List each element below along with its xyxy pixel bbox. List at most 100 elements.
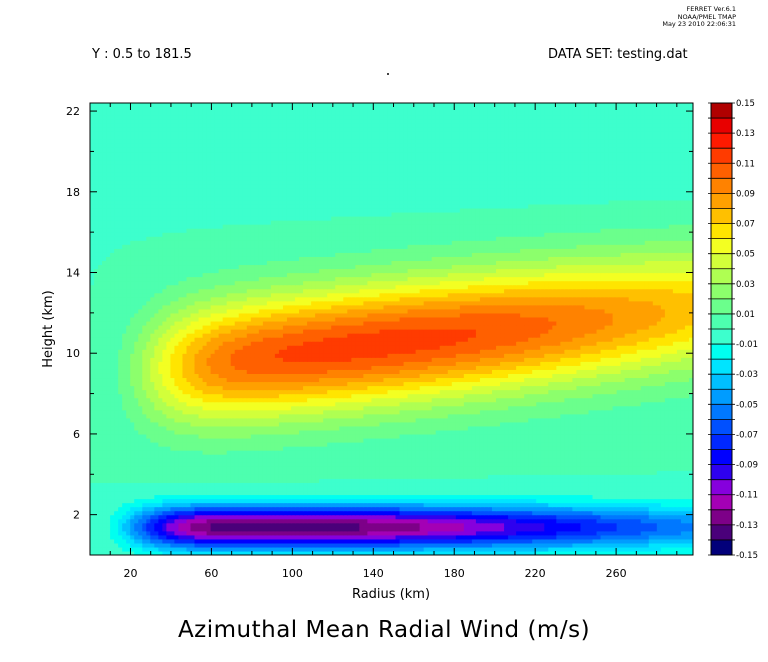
contour-cell [596, 466, 602, 471]
contour-cell [222, 417, 228, 423]
contour-cell [620, 437, 626, 443]
contour-cell [238, 486, 244, 492]
contour-cell [576, 490, 582, 496]
contour-cell [604, 450, 610, 455]
contour-cell [142, 486, 147, 492]
contour-cell [246, 542, 252, 548]
contour-cell [126, 454, 131, 459]
contour-cell [266, 506, 272, 512]
contour-cell [90, 550, 95, 555]
contour-cell [600, 490, 606, 496]
contour-cell [262, 506, 268, 512]
contour-cell [524, 526, 529, 532]
contour-cell [636, 510, 642, 516]
contour-cell [327, 530, 332, 536]
contour-cell [528, 506, 533, 512]
contour-cell [210, 417, 216, 423]
contour-cell [644, 425, 650, 431]
contour-cell [126, 458, 131, 463]
contour-cell [198, 482, 204, 487]
contour-cell [138, 446, 143, 451]
contour-cell [150, 514, 155, 520]
contour-cell [684, 462, 690, 467]
contour-cell [254, 446, 260, 451]
contour-cell [596, 442, 602, 447]
contour-cell [632, 506, 638, 512]
contour-cell [459, 454, 465, 459]
contour-cell [339, 538, 344, 544]
contour-cell [616, 542, 622, 548]
contour-cell [142, 498, 147, 504]
contour-cell [343, 478, 348, 483]
contour-cell [266, 442, 272, 447]
contour-cell [524, 534, 529, 540]
contour-cell [620, 542, 626, 548]
contour-cell [548, 546, 553, 552]
contour-cell [359, 546, 364, 552]
contour-cell [443, 421, 449, 427]
contour-cell [335, 502, 340, 508]
contour-cell [102, 446, 107, 451]
contour-cell [295, 433, 300, 439]
contour-cell [258, 466, 264, 471]
contour-cell [391, 526, 397, 532]
contour-cell [162, 446, 167, 451]
contour-cell [644, 530, 650, 536]
contour-cell [419, 486, 425, 492]
contour-cell [632, 429, 638, 435]
contour-cell [612, 433, 618, 439]
contour-cell [323, 486, 328, 492]
contour-cell [608, 538, 614, 544]
contour-cell [455, 526, 461, 532]
contour-cell [415, 478, 421, 483]
contour-cell [130, 486, 135, 492]
contour-cell [455, 470, 461, 475]
contour-cell [359, 433, 364, 439]
contour-cell [411, 518, 417, 524]
contour-cell [688, 429, 693, 435]
contour-cell [142, 518, 147, 524]
contour-cell [596, 490, 602, 496]
contour-cell [407, 526, 413, 532]
contour-cell [214, 417, 220, 423]
contour-cell [363, 458, 368, 463]
contour-cell [375, 478, 381, 483]
contour-cell [214, 437, 220, 443]
contour-cell [154, 486, 159, 492]
contour-cell [479, 425, 485, 431]
contour-cell [270, 486, 276, 492]
contour-cell [210, 498, 216, 504]
contour-cell [496, 550, 501, 555]
contour-cell [198, 494, 204, 500]
contour-cell [524, 482, 529, 487]
contour-cell [419, 421, 425, 427]
contour-cell [604, 466, 610, 471]
contour-cell [604, 474, 610, 479]
contour-cell [596, 534, 602, 540]
contour-cell [616, 490, 622, 496]
contour-cell [459, 510, 465, 516]
contour-cell [142, 446, 147, 451]
contour-cell [170, 502, 176, 508]
contour-cell [198, 502, 204, 508]
contour-cell [520, 530, 525, 536]
contour-cell [548, 542, 553, 548]
contour-cell [339, 470, 344, 475]
contour-cell [552, 446, 557, 451]
contour-cell [540, 478, 545, 483]
contour-cell [467, 478, 473, 483]
contour-cell [435, 522, 441, 528]
contour-cell [540, 498, 545, 504]
contour-cell [656, 506, 662, 512]
contour-cell [632, 474, 638, 479]
contour-cell [451, 498, 457, 504]
contour-cell [331, 478, 336, 483]
contour-cell [242, 437, 248, 443]
contour-cell [234, 494, 240, 500]
contour-cell [592, 474, 598, 479]
contour-cell [544, 446, 549, 451]
contour-cell [190, 466, 196, 471]
contour-cell [230, 514, 236, 520]
contour-cell [367, 429, 372, 435]
contour-cell [335, 538, 340, 544]
